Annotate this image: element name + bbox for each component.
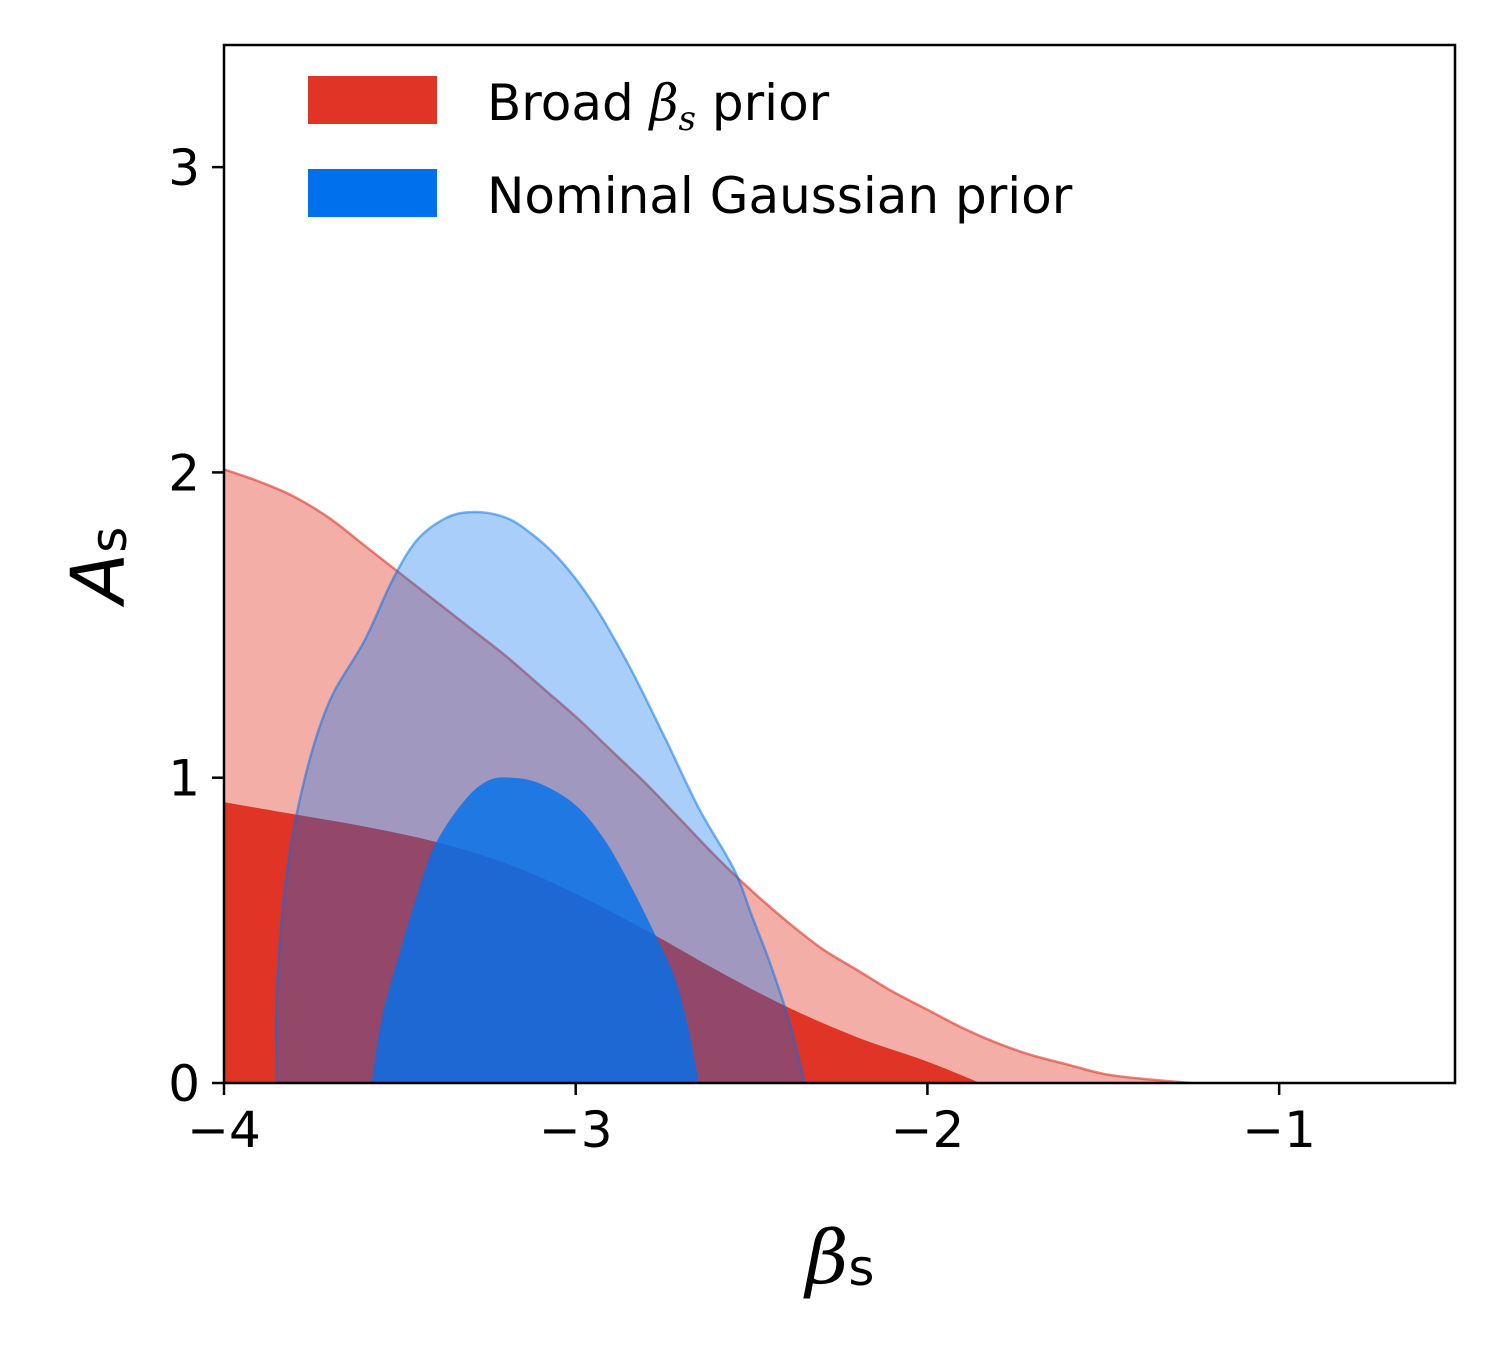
legend-label-broad-beta: β: [648, 74, 679, 132]
plot-area: [224, 468, 1192, 1083]
legend-label-broad-main: Broad: [487, 74, 650, 132]
legend-swatch-nominal: [308, 169, 437, 217]
x-axis-label: βs: [803, 1215, 875, 1301]
broad-outer-contour-line: [224, 468, 1192, 1083]
y-axis-label: As: [56, 527, 142, 608]
nominal-outer-contour-line: [274, 510, 806, 1083]
x-tick-label: −2: [891, 1101, 965, 1159]
plot-frame: [222, 43, 1457, 1085]
legend: Broad βs prior Nominal Gaussian prior: [308, 74, 1073, 225]
x-axis: −4 −3 −2 −1: [187, 1083, 1316, 1159]
legend-label-broad-tail: prior: [696, 74, 830, 132]
legend-swatch-broad: [308, 76, 437, 124]
x-axis-label-sub: s: [848, 1239, 874, 1297]
x-tick-label: −3: [539, 1101, 613, 1159]
y-tick-label: 0: [168, 1055, 200, 1113]
legend-label-broad-sub: s: [679, 99, 696, 139]
legend-label-nominal: Nominal Gaussian prior: [487, 167, 1073, 225]
x-tick-label: −1: [1242, 1101, 1316, 1159]
x-axis-label-main: β: [803, 1215, 849, 1301]
y-axis: 0 1 2 3: [168, 139, 224, 1113]
y-tick-label: 1: [168, 750, 200, 808]
legend-label-broad: Broad βs prior: [487, 74, 830, 139]
y-tick-label: 2: [168, 444, 200, 502]
y-axis-label-main: A: [56, 553, 142, 608]
y-tick-label: 3: [168, 139, 200, 197]
nominal-inner-contour-fill: [371, 777, 699, 1083]
y-axis-label-sub: s: [80, 527, 138, 553]
x-tick-label: −4: [187, 1101, 261, 1159]
